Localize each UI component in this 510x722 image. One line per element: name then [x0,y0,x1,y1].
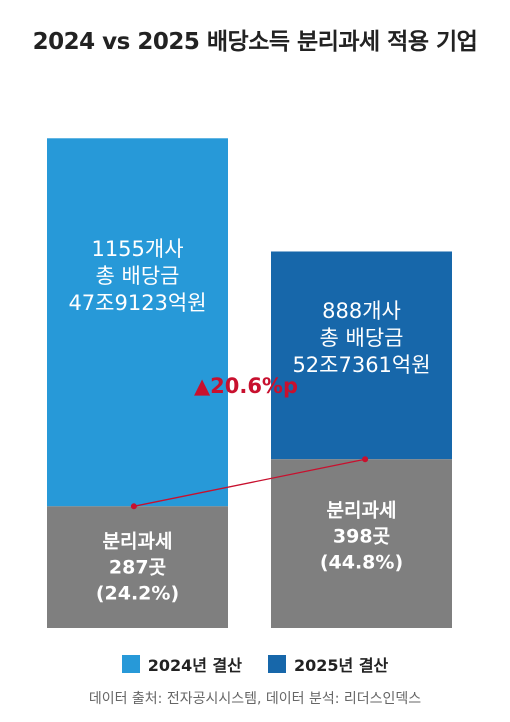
bar-label-separated-1: 398곳 [333,526,390,548]
change-dot-1 [362,456,369,463]
legend-item-2025: 2025년 결산 [268,652,388,676]
legend-swatch-2025 [268,655,286,673]
bar-total-2025년 결산 [271,251,452,460]
bar-label-total-0: 1155개사 [91,237,183,261]
legend: 2024년 결산 2025년 결산 [0,652,510,676]
bar-label-separated-2: (44.8%) [320,552,403,574]
bar-label-separated-1: 287곳 [109,557,166,579]
chart-title: 2024 vs 2025 배당소득 분리과세 적용 기업 [32,29,478,55]
bar-separated-2024년 결산 [47,506,228,628]
bar-label-separated-0: 분리과세 [327,500,397,522]
legend-label-2025: 2025년 결산 [294,656,389,675]
bar-label-total-2: 47조9123억원 [68,291,206,315]
bar-label-total-1: 총 배당금 [320,326,404,350]
bar-total-2024년 결산 [47,138,228,507]
bar-label-total-0: 888개사 [322,299,401,323]
bar-label-separated-2: (24.2%) [96,583,179,605]
change-annotation: ▲20.6%p [194,374,298,398]
data-source-note: 데이터 출처: 전자공시시스템, 데이터 분석: 리더스인덱스 [88,691,422,707]
change-dot-0 [130,503,137,510]
bar-label-separated-0: 분리과세 [103,531,173,553]
bar-label-total-2: 52조7361억원 [292,353,430,377]
legend-swatch-2024 [121,655,140,673]
bar-label-total-1: 총 배당금 [96,264,180,288]
change-line [133,458,366,507]
bar-separated-2025년 결산 [271,459,452,628]
legend-item-2024: 2024년 결산 [121,652,242,676]
legend-label-2024: 2024년 결산 [147,656,242,675]
